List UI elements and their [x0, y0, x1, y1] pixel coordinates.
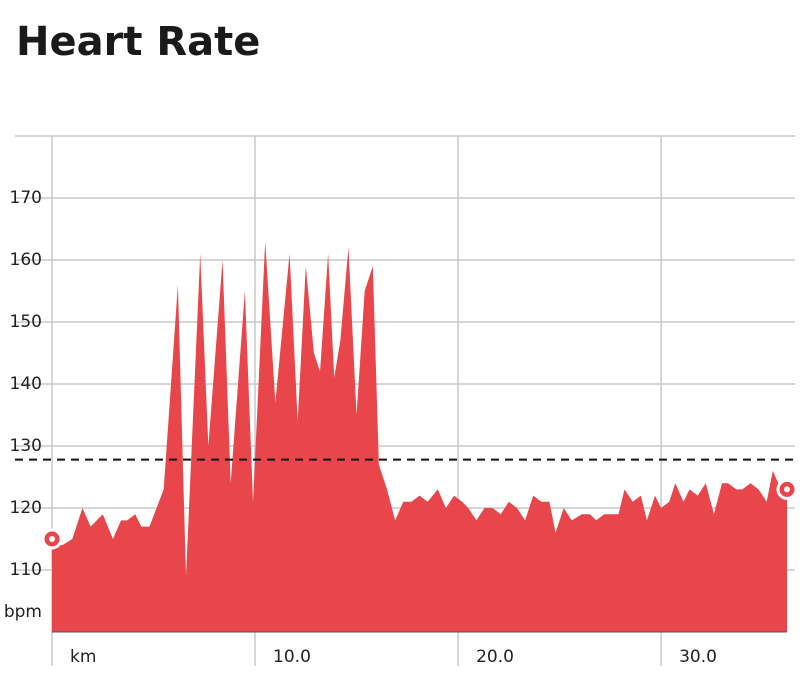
y-tick-label: 110 [10, 560, 42, 580]
y-tick-label: 170 [10, 188, 42, 208]
y-tick-label: 130 [10, 436, 42, 456]
y-axis-label: bpm [4, 602, 42, 622]
y-tick-label: 140 [10, 374, 42, 394]
y-tick-label: 150 [10, 312, 42, 332]
chart-title: Heart Rate [16, 19, 260, 65]
x-tick-label: 20.0 [476, 647, 514, 667]
area [52, 241, 787, 632]
y-tick-label: 160 [10, 250, 42, 270]
x-axis-label: km [70, 647, 96, 667]
x-tick-label: 10.0 [273, 647, 311, 667]
y-tick-label: 120 [10, 498, 42, 518]
endpoint-dot [49, 536, 55, 542]
endpoint-dot [784, 486, 790, 493]
x-tick-label: 30.0 [679, 647, 717, 667]
